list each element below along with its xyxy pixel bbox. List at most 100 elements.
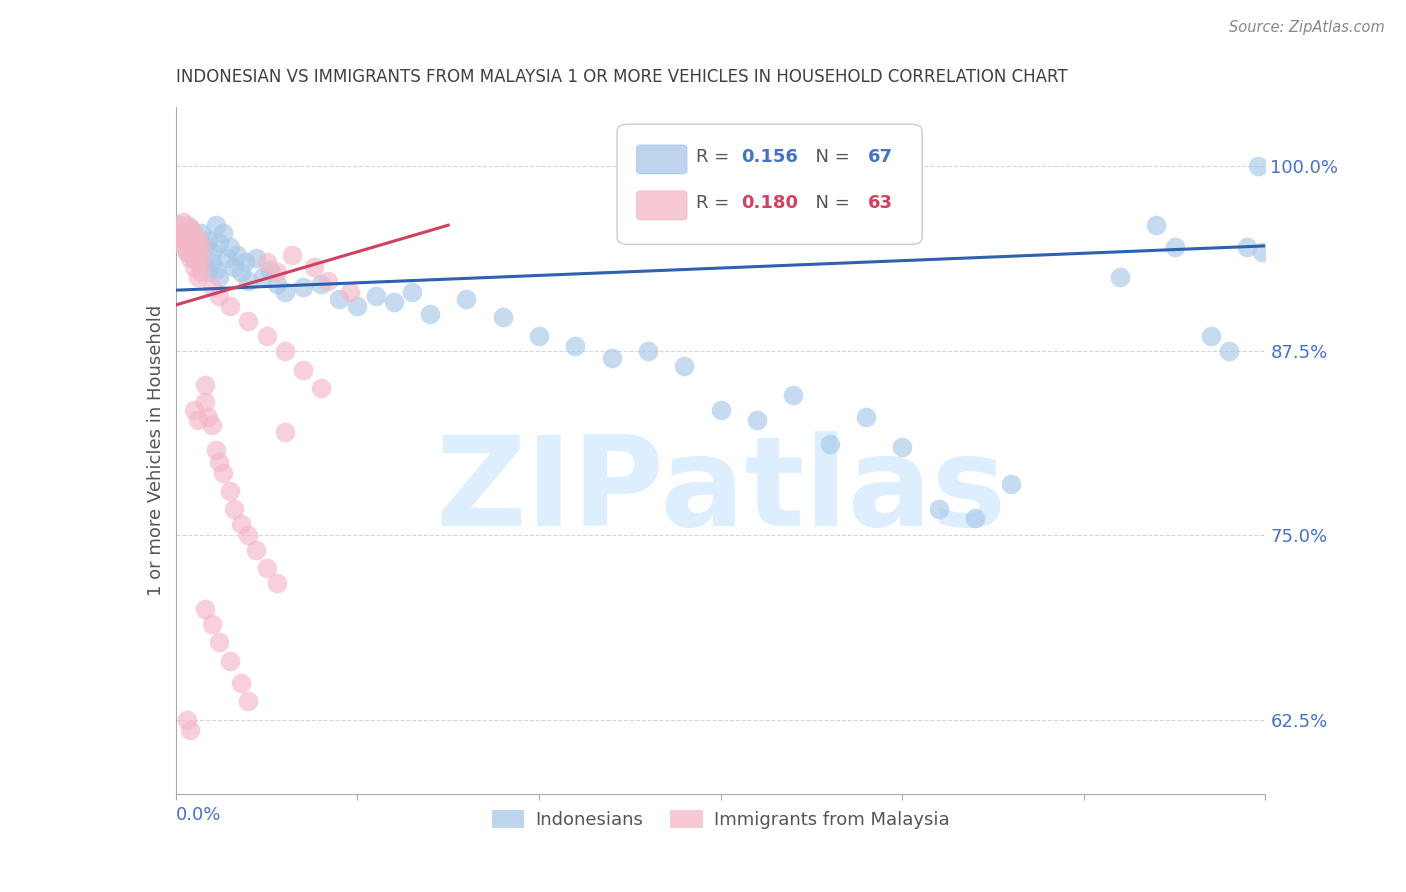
Point: [256, 329, 278, 343]
Text: N =: N =: [804, 194, 856, 212]
Point: [183, 402, 205, 417]
Point: [186, 235, 209, 250]
Point: [186, 233, 209, 247]
Point: [637, 343, 659, 358]
FancyBboxPatch shape: [637, 191, 686, 219]
Point: [179, 221, 201, 235]
Point: [1163, 240, 1185, 254]
Point: [190, 265, 212, 279]
Point: [183, 248, 205, 262]
Point: [673, 359, 696, 373]
Point: [1000, 476, 1022, 491]
Point: [197, 233, 219, 247]
Point: [256, 561, 278, 575]
Point: [215, 251, 238, 265]
Point: [186, 269, 209, 284]
Point: [222, 501, 245, 516]
Point: [169, 226, 191, 240]
Point: [222, 260, 245, 274]
Point: [238, 274, 260, 288]
Point: [245, 251, 267, 265]
Point: [745, 413, 768, 427]
Point: [963, 510, 986, 524]
Point: [219, 654, 242, 668]
Point: [197, 265, 219, 279]
Text: ZIPatlas: ZIPatlas: [434, 431, 1007, 552]
Point: [274, 285, 297, 299]
Point: [190, 226, 212, 240]
Point: [190, 240, 212, 254]
Point: [266, 265, 288, 279]
Point: [208, 289, 231, 303]
Point: [364, 289, 387, 303]
Point: [208, 454, 231, 468]
Text: N =: N =: [804, 148, 856, 166]
Point: [183, 235, 205, 250]
Point: [492, 310, 515, 324]
Point: [1247, 159, 1270, 173]
Point: [194, 377, 217, 392]
Point: [252, 269, 274, 284]
Point: [309, 381, 332, 395]
Point: [186, 255, 209, 269]
Point: [231, 676, 253, 690]
Point: [226, 248, 249, 262]
Point: [891, 440, 914, 454]
Point: [274, 425, 297, 439]
Point: [176, 244, 198, 259]
Point: [212, 226, 235, 240]
Text: R =: R =: [696, 148, 734, 166]
Point: [201, 244, 224, 259]
Point: [382, 295, 405, 310]
Point: [233, 255, 256, 269]
Point: [564, 339, 586, 353]
Point: [186, 413, 209, 427]
Text: Source: ZipAtlas.com: Source: ZipAtlas.com: [1229, 20, 1385, 35]
Text: 67: 67: [868, 148, 893, 166]
Text: INDONESIAN VS IMMIGRANTS FROM MALAYSIA 1 OR MORE VEHICLES IN HOUSEHOLD CORRELATI: INDONESIAN VS IMMIGRANTS FROM MALAYSIA 1…: [176, 68, 1067, 86]
Point: [179, 240, 201, 254]
Point: [176, 218, 198, 232]
Point: [281, 248, 304, 262]
Point: [266, 277, 288, 292]
Point: [1236, 240, 1258, 254]
Point: [527, 329, 550, 343]
Point: [201, 617, 224, 632]
Point: [238, 528, 260, 542]
Point: [401, 285, 423, 299]
Point: [208, 235, 231, 250]
Point: [291, 280, 314, 294]
Point: [183, 260, 205, 274]
Point: [204, 442, 226, 457]
Point: [186, 244, 209, 259]
Point: [328, 292, 350, 306]
Point: [1199, 329, 1222, 343]
Point: [183, 230, 205, 244]
Point: [219, 300, 242, 314]
Legend: Indonesians, Immigrants from Malaysia: Indonesians, Immigrants from Malaysia: [485, 803, 956, 837]
Point: [194, 240, 217, 254]
Point: [183, 226, 205, 240]
Point: [928, 501, 950, 516]
Point: [197, 410, 219, 425]
Point: [204, 218, 226, 232]
Text: 0.156: 0.156: [741, 148, 799, 166]
Point: [1250, 244, 1272, 259]
Point: [309, 277, 332, 292]
Point: [208, 634, 231, 648]
Point: [176, 233, 198, 247]
Point: [201, 255, 224, 269]
Point: [1146, 218, 1168, 232]
Point: [179, 240, 201, 254]
Point: [1109, 269, 1132, 284]
Point: [212, 467, 235, 481]
Point: [186, 255, 209, 269]
Point: [302, 260, 325, 274]
Point: [256, 255, 278, 269]
Point: [318, 274, 340, 288]
Point: [291, 363, 314, 377]
Text: 63: 63: [868, 194, 893, 212]
Point: [266, 575, 288, 590]
Point: [172, 233, 194, 247]
Point: [710, 402, 733, 417]
